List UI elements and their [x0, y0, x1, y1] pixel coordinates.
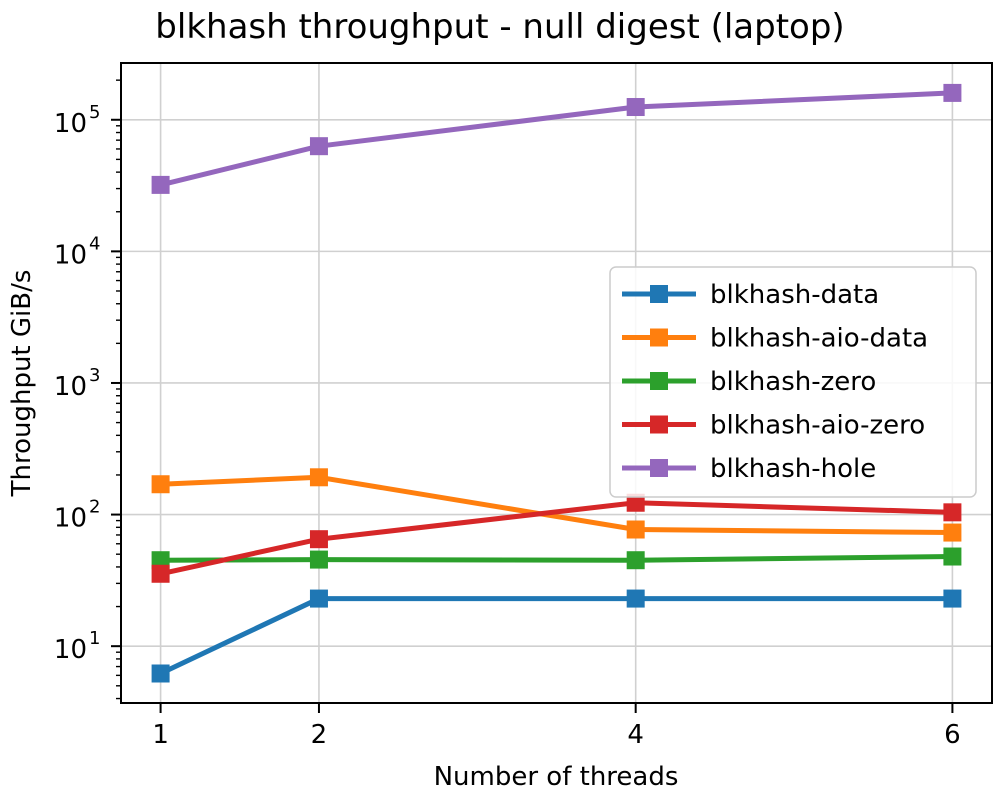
legend-label: blkhash-zero [710, 367, 876, 397]
data-point [626, 98, 645, 117]
series-line [160, 554, 953, 563]
series-layer [151, 83, 962, 683]
data-point [626, 520, 645, 539]
data-point [309, 550, 328, 569]
series-line [159, 596, 953, 676]
y-tick-exponent: 4 [89, 233, 100, 254]
y-tick-exponent: 1 [89, 628, 100, 649]
legend-marker [650, 415, 668, 434]
x-tick-label: 6 [944, 720, 961, 750]
legend-label: blkhash-aio-zero [710, 411, 925, 441]
data-point [309, 530, 328, 549]
legend-item: blkhash-aio-data [622, 324, 928, 354]
series-blkhash-data [151, 589, 962, 683]
y-tick-exponent: 5 [89, 102, 100, 123]
data-point [626, 589, 645, 608]
x-tick-label: 2 [311, 720, 328, 750]
series-blkhash-zero [151, 547, 962, 570]
x-tick-label: 4 [627, 720, 644, 750]
data-point [943, 547, 962, 566]
legend-marker [650, 459, 668, 477]
series-blkhash-hole [151, 83, 962, 194]
data-point [943, 503, 962, 522]
data-point [151, 175, 170, 194]
data-point [151, 564, 170, 583]
data-point [151, 475, 170, 494]
chart-title: blkhash throughput - null digest (laptop… [155, 7, 844, 47]
y-tick-label: 10 [54, 240, 87, 270]
y-tick-label: 10 [54, 635, 87, 665]
data-point [943, 83, 962, 102]
x-axis-label: Number of threads [434, 762, 679, 792]
y-tick-label: 10 [54, 109, 87, 139]
legend-label: blkhash-data [710, 280, 879, 310]
data-point [943, 523, 962, 542]
y-tick-label: 10 [54, 504, 87, 534]
y-tick-label: 10 [54, 372, 87, 402]
data-point [626, 551, 645, 570]
legend-label: blkhash-hole [710, 454, 876, 484]
data-point [943, 589, 962, 608]
legend-item: blkhash-data [622, 280, 879, 310]
legend-item: blkhash-aio-zero [622, 411, 925, 441]
y-axis-label: Throughput GiB/s [7, 270, 37, 498]
data-point [309, 137, 328, 156]
series-line [159, 90, 953, 188]
legend-item: blkhash-hole [622, 454, 876, 484]
x-tick-label: 1 [152, 720, 169, 750]
series-line [160, 474, 953, 536]
series-line [160, 500, 953, 577]
series-blkhash-aio-data [151, 468, 962, 542]
y-tick-exponent: 2 [89, 497, 100, 518]
data-point [309, 468, 328, 487]
legend-label: blkhash-aio-data [710, 324, 928, 354]
data-point [151, 664, 170, 683]
data-point [151, 551, 170, 570]
data-point [309, 589, 328, 608]
data-point [626, 493, 645, 512]
series-blkhash-aio-zero [151, 493, 962, 583]
legend-box [609, 266, 977, 498]
legend-item: blkhash-zero [622, 367, 876, 397]
legend-marker [650, 328, 668, 347]
y-tick-exponent: 3 [89, 365, 100, 386]
legend: blkhash-data blkhash-aio-data blkhash-zero… [609, 266, 977, 498]
legend-marker [650, 372, 668, 390]
legend-marker [650, 285, 668, 303]
